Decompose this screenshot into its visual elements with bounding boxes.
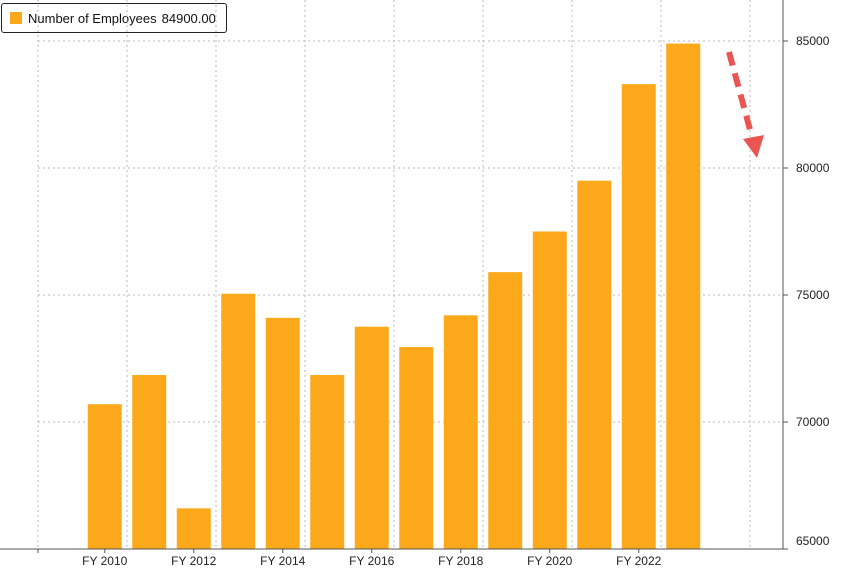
bar (176, 508, 211, 549)
x-tick-label: FY 2018 (438, 554, 483, 568)
y-tick-label: 65000 (796, 534, 830, 548)
axes (0, 0, 788, 553)
bar (399, 347, 434, 549)
x-tick-label: FY 2010 (82, 554, 127, 568)
legend-value: 84900.00 (161, 10, 216, 26)
bar (621, 84, 656, 550)
bar (132, 375, 167, 549)
y-tick-label: 80000 (796, 161, 830, 175)
legend-swatch (10, 12, 22, 24)
x-tick-label: FY 2020 (527, 554, 572, 568)
tick-labels: 65000 70000 75000 80000 85000 FY 2010 FY 2012 F… (82, 34, 830, 568)
bar (265, 317, 300, 549)
bar (443, 315, 478, 549)
gridlines (37, 0, 783, 549)
x-tick-label: FY 2016 (349, 554, 394, 568)
arrow-shaft (726, 51, 755, 138)
y-tick-label: 75000 (796, 288, 830, 302)
bar (666, 43, 701, 549)
x-tick-label: FY 2012 (171, 554, 216, 568)
y-tick-label: 85000 (796, 34, 830, 48)
bar (488, 272, 523, 549)
bar (577, 180, 612, 549)
bar (354, 326, 389, 549)
arrow-head (743, 135, 764, 158)
bar (221, 293, 256, 549)
x-tick-label: FY 2014 (260, 554, 305, 568)
x-tick-label: FY 2022 (616, 554, 661, 568)
annotation (726, 51, 764, 158)
bars (87, 43, 701, 550)
bar (87, 404, 122, 549)
bar (310, 375, 345, 549)
legend-label: Number of Employees (28, 10, 157, 26)
bar (532, 231, 567, 549)
legend: Number of Employees 84900.00 (1, 3, 227, 33)
y-tick-label: 70000 (796, 415, 830, 429)
